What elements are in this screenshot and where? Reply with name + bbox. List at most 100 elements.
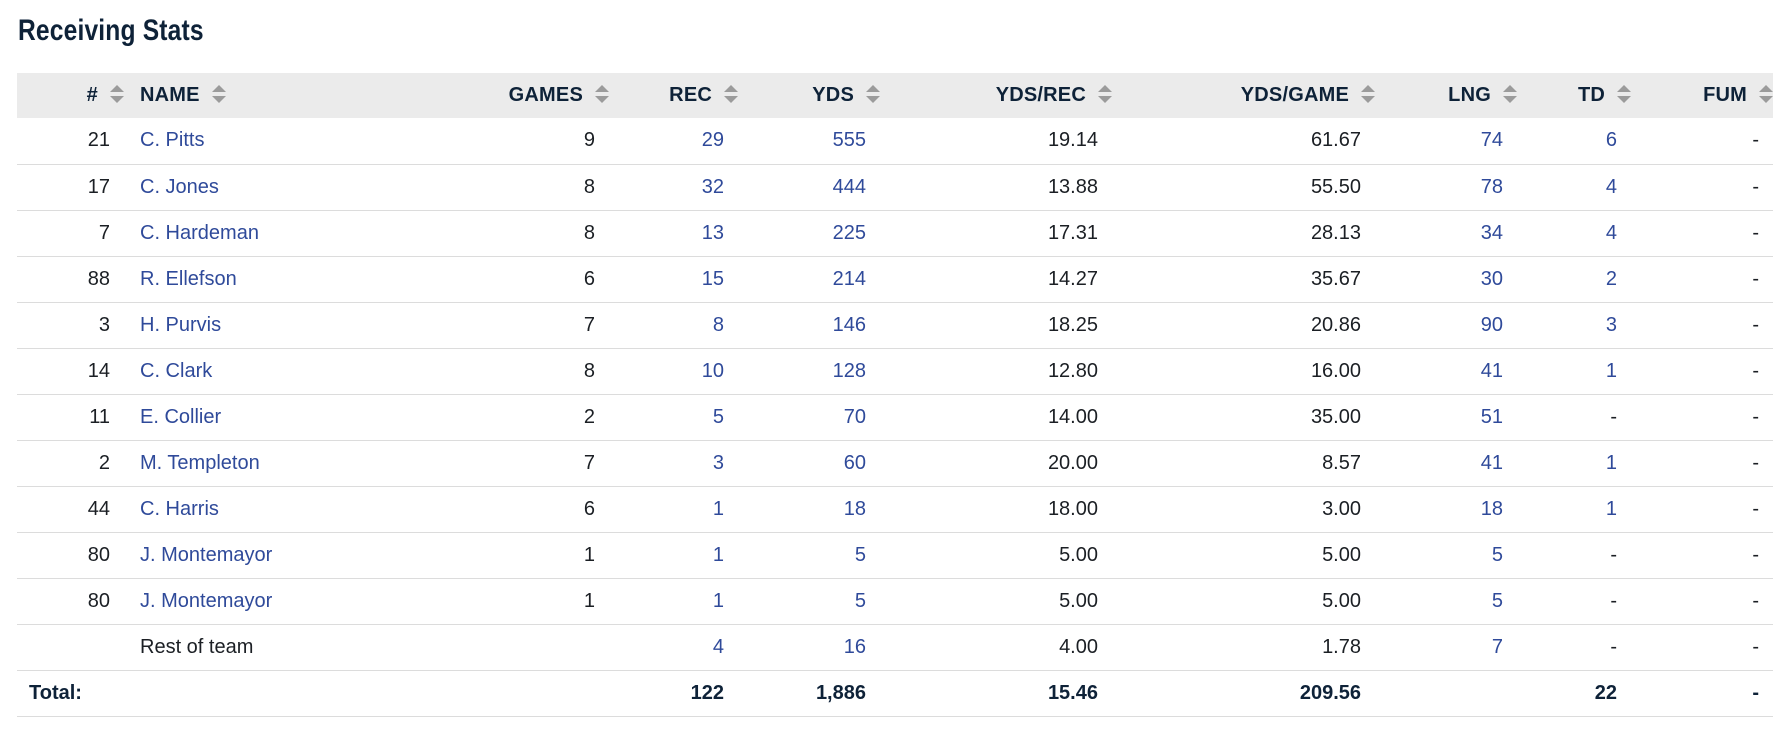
player-name-link[interactable]: J. Montemayor [140,589,273,612]
cell-lng[interactable]: 51 [1375,394,1517,440]
yds-link[interactable]: 128 [832,359,866,382]
player-name-link[interactable]: C. Hardeman [140,221,259,244]
cell-rec[interactable]: 15 [609,256,738,302]
cell-td[interactable]: 6 [1517,118,1631,164]
cell-lng[interactable]: 5 [1375,578,1517,624]
cell-lng[interactable]: 18 [1375,486,1517,532]
td-link[interactable]: 1 [1605,497,1617,520]
rec-link[interactable]: 15 [701,267,724,290]
cell-rec[interactable]: 1 [609,578,738,624]
col-header-number[interactable]: # [17,73,124,118]
lng-link[interactable]: 34 [1480,221,1503,244]
rec-link[interactable]: 10 [701,359,724,382]
cell-name[interactable]: E. Collier [124,394,454,440]
cell-name[interactable]: H. Purvis [124,302,454,348]
cell-lng[interactable]: 90 [1375,302,1517,348]
cell-lng[interactable]: 41 [1375,348,1517,394]
cell-name[interactable]: C. Jones [124,164,454,210]
cell-td[interactable]: 1 [1517,486,1631,532]
lng-link[interactable]: 41 [1480,451,1503,474]
td-link[interactable]: 4 [1605,175,1617,198]
cell-td[interactable]: 1 [1517,348,1631,394]
cell-lng[interactable]: 5 [1375,532,1517,578]
cell-yds[interactable]: 5 [738,532,880,578]
td-link[interactable]: 1 [1605,451,1617,474]
cell-name[interactable]: M. Templeton [124,440,454,486]
col-header-yds-per-game[interactable]: YDS/GAME [1112,73,1375,118]
lng-link[interactable]: 51 [1480,405,1503,428]
col-header-games[interactable]: GAMES [454,73,609,118]
cell-td[interactable]: 1 [1517,440,1631,486]
yds-link[interactable]: 225 [832,221,866,244]
rec-link[interactable]: 1 [712,497,724,520]
cell-name[interactable]: C. Hardeman [124,210,454,256]
yds-link[interactable]: 16 [843,635,866,658]
lng-link[interactable]: 5 [1491,543,1503,566]
cell-yds[interactable]: 5 [738,578,880,624]
cell-rec[interactable]: 3 [609,440,738,486]
lng-link[interactable]: 78 [1480,175,1503,198]
cell-yds[interactable]: 18 [738,486,880,532]
col-header-lng[interactable]: LNG [1375,73,1517,118]
rec-link[interactable]: 29 [701,129,724,152]
rec-link[interactable]: 1 [712,543,724,566]
cell-rec[interactable]: 4 [609,624,738,670]
player-name-link[interactable]: C. Jones [140,175,219,198]
cell-yds[interactable]: 225 [738,210,880,256]
cell-name[interactable]: J. Montemayor [124,578,454,624]
cell-rec[interactable]: 8 [609,302,738,348]
td-link[interactable]: 3 [1605,313,1617,336]
rec-link[interactable]: 32 [701,175,724,198]
cell-yds[interactable]: 60 [738,440,880,486]
cell-name[interactable]: J. Montemayor [124,532,454,578]
player-name-link[interactable]: C. Pitts [140,129,205,152]
rec-link[interactable]: 8 [712,313,724,336]
cell-lng[interactable]: 78 [1375,164,1517,210]
cell-yds[interactable]: 146 [738,302,880,348]
col-header-yds-per-rec[interactable]: YDS/REC [880,73,1112,118]
col-header-td[interactable]: TD [1517,73,1631,118]
cell-td[interactable]: 2 [1517,256,1631,302]
cell-lng[interactable]: 74 [1375,118,1517,164]
cell-yds[interactable]: 16 [738,624,880,670]
cell-rec[interactable]: 10 [609,348,738,394]
yds-link[interactable]: 70 [843,405,866,428]
yds-link[interactable]: 146 [832,313,866,336]
cell-td[interactable]: 4 [1517,210,1631,256]
cell-yds[interactable]: 70 [738,394,880,440]
player-name-link[interactable]: J. Montemayor [140,543,273,566]
yds-link[interactable]: 444 [832,175,866,198]
lng-link[interactable]: 5 [1491,589,1503,612]
lng-link[interactable]: 90 [1480,313,1503,336]
cell-td[interactable]: 3 [1517,302,1631,348]
cell-lng[interactable]: 41 [1375,440,1517,486]
rec-link[interactable]: 13 [701,221,724,244]
cell-rec[interactable]: 5 [609,394,738,440]
col-header-fum[interactable]: FUM [1631,73,1773,118]
yds-link[interactable]: 60 [843,451,866,474]
cell-rec[interactable]: 13 [609,210,738,256]
lng-link[interactable]: 18 [1480,497,1503,520]
cell-name[interactable]: C. Pitts [124,118,454,164]
cell-td[interactable]: 4 [1517,164,1631,210]
cell-name[interactable]: C. Clark [124,348,454,394]
cell-lng[interactable]: 34 [1375,210,1517,256]
lng-link[interactable]: 30 [1480,267,1503,290]
col-header-yds[interactable]: YDS [738,73,880,118]
player-name-link[interactable]: R. Ellefson [140,267,237,290]
cell-yds[interactable]: 128 [738,348,880,394]
col-header-rec[interactable]: REC [609,73,738,118]
rec-link[interactable]: 4 [712,635,724,658]
td-link[interactable]: 4 [1605,221,1617,244]
yds-link[interactable]: 555 [832,129,866,152]
player-name-link[interactable]: C. Harris [140,497,219,520]
lng-link[interactable]: 74 [1480,129,1503,152]
cell-lng[interactable]: 30 [1375,256,1517,302]
lng-link[interactable]: 7 [1491,635,1503,658]
cell-rec[interactable]: 1 [609,532,738,578]
cell-yds[interactable]: 214 [738,256,880,302]
cell-rec[interactable]: 32 [609,164,738,210]
cell-yds[interactable]: 444 [738,164,880,210]
td-link[interactable]: 6 [1605,129,1617,152]
player-name-link[interactable]: C. Clark [140,359,213,382]
